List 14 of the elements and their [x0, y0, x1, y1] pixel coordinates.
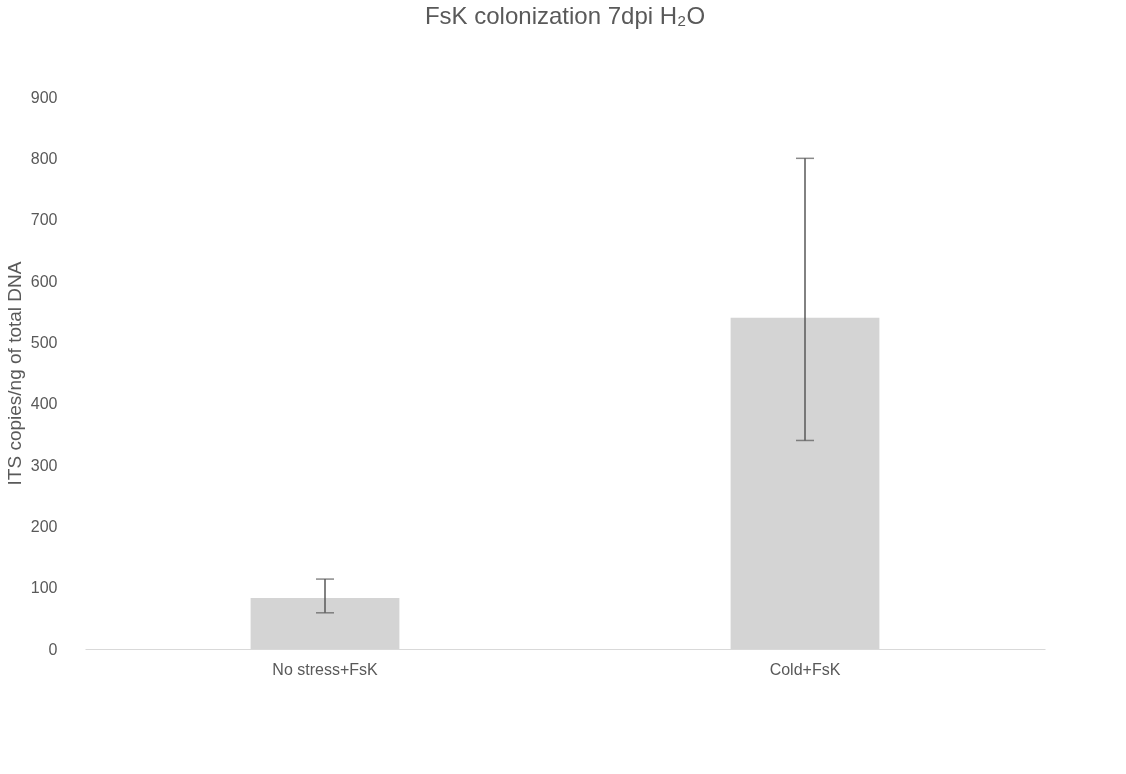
y-tick-label: 700: [30, 211, 58, 229]
y-tick-label: 600: [30, 272, 58, 290]
x-tick-label: Cold+FsK: [769, 660, 841, 678]
y-axis-title: ITS copies/ng of total DNA: [3, 261, 25, 486]
y-tick-label: 900: [30, 88, 58, 106]
y-tick-label: 400: [30, 395, 58, 413]
y-tick-label: 100: [30, 579, 58, 597]
y-tick-label: 500: [30, 333, 58, 351]
y-tick-label: 0: [48, 640, 58, 658]
y-tick-label: 200: [30, 517, 58, 535]
y-tick-label: 300: [30, 456, 58, 474]
chart-title: FsK colonization 7dpi H₂O: [424, 2, 706, 29]
x-tick-label: No stress+FsK: [272, 660, 379, 678]
y-tick-label: 800: [30, 149, 58, 167]
